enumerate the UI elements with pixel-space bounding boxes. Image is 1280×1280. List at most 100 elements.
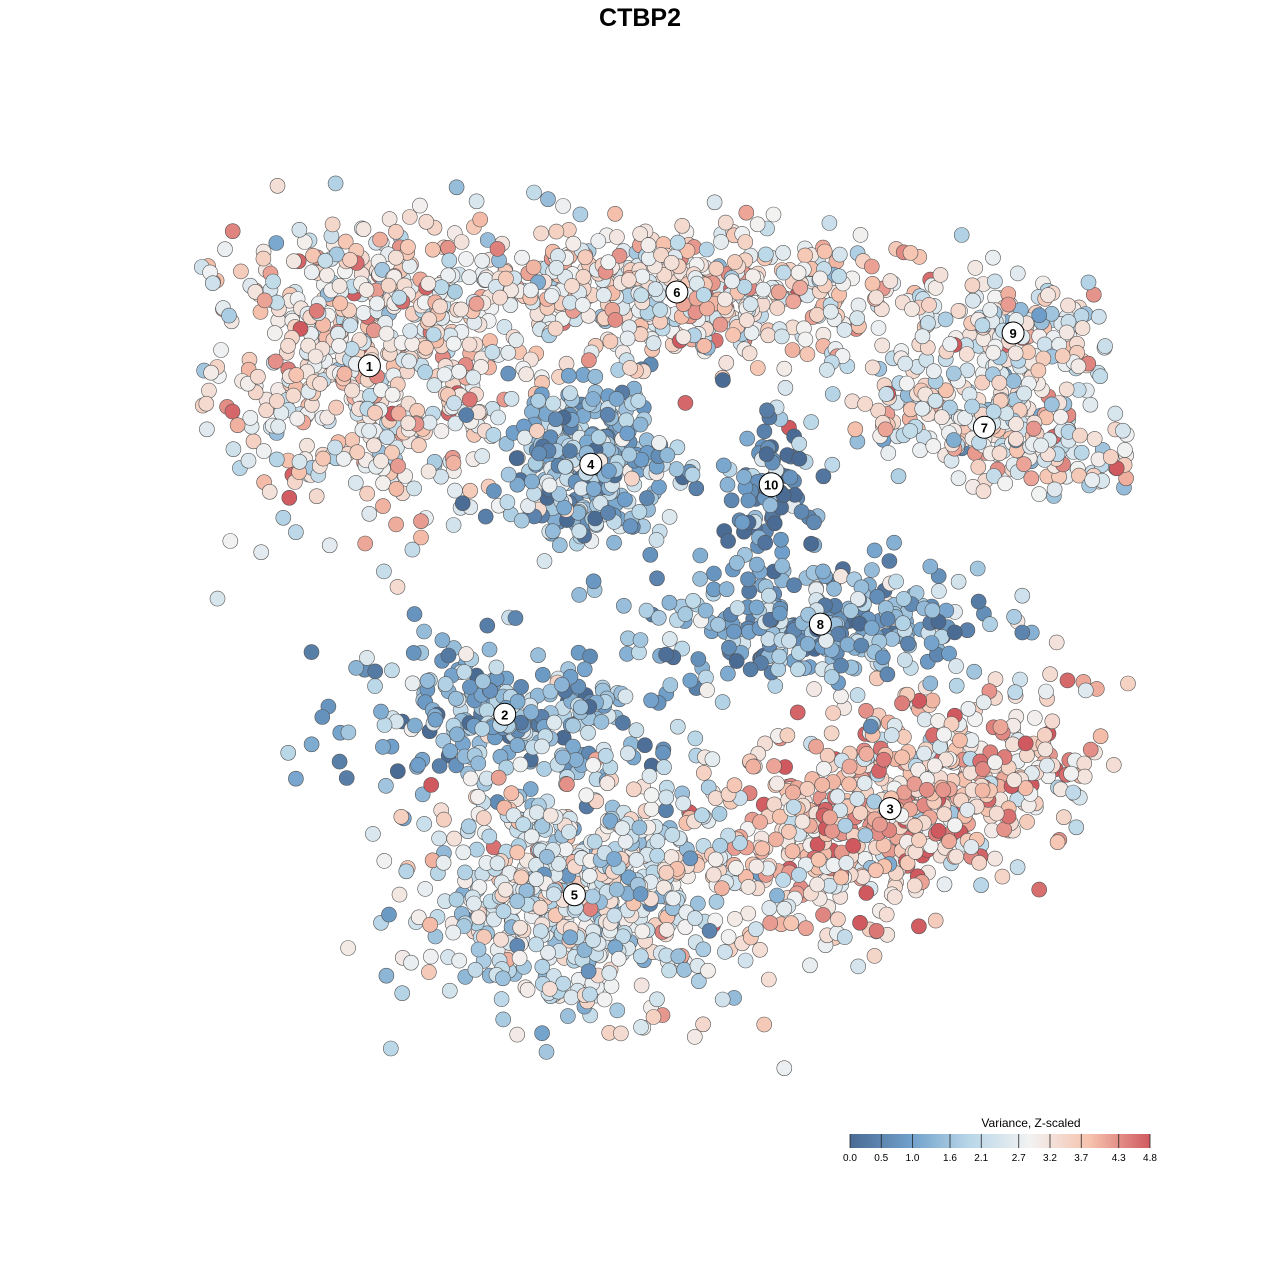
cell-point <box>498 270 514 287</box>
cluster-label-text: 8 <box>817 617 824 632</box>
cell-point <box>379 429 395 446</box>
cell-point <box>420 463 437 480</box>
cell-point <box>803 414 820 430</box>
cell-point <box>1039 757 1055 774</box>
cell-point <box>324 216 341 233</box>
cell-point <box>728 653 745 669</box>
cell-point <box>529 423 545 439</box>
cell-point <box>388 480 405 497</box>
cell-point <box>481 641 498 658</box>
cell-point <box>756 423 773 440</box>
cell-point <box>965 292 981 309</box>
cell-point <box>269 178 286 194</box>
cell-point <box>969 560 986 577</box>
cell-point <box>365 826 381 842</box>
cell-point <box>606 851 622 867</box>
cell-point <box>617 688 634 705</box>
cell-point <box>772 808 788 825</box>
cell-point <box>556 499 572 516</box>
cell-point <box>821 215 838 231</box>
cell-point <box>922 558 939 575</box>
cell-point <box>621 446 638 463</box>
cell-point <box>267 353 284 370</box>
cell-point <box>707 851 724 868</box>
cell-point <box>715 372 731 388</box>
cell-point <box>1103 449 1119 465</box>
cell-point <box>852 805 869 821</box>
cell-point <box>895 591 912 607</box>
cell-point <box>886 534 902 551</box>
cell-point <box>445 924 462 941</box>
cell-point <box>935 782 952 798</box>
cell-point <box>416 816 433 832</box>
cell-point <box>911 918 927 935</box>
cell-point <box>590 233 607 249</box>
cell-point <box>391 289 408 306</box>
cell-point <box>203 364 219 381</box>
cell-point <box>748 599 765 616</box>
cell-point <box>209 590 226 607</box>
cell-point <box>500 344 517 361</box>
cell-point <box>622 360 638 376</box>
cell-point <box>674 218 691 234</box>
cell-point <box>695 941 712 958</box>
cell-point <box>826 580 842 597</box>
cell-point <box>440 267 457 284</box>
cell-point <box>757 246 774 263</box>
cell-point <box>576 942 593 958</box>
cell-point <box>824 386 841 402</box>
cell-point <box>806 681 822 697</box>
cell-point <box>858 746 875 762</box>
cell-point <box>964 277 981 294</box>
cell-point <box>661 962 677 979</box>
cell-point <box>912 442 928 459</box>
cell-point <box>712 316 729 333</box>
cell-point <box>448 690 464 707</box>
cell-point <box>321 537 338 554</box>
cell-point <box>461 269 478 286</box>
cell-point <box>749 216 766 233</box>
cell-point <box>412 197 428 214</box>
cell-point <box>490 769 507 786</box>
cell-point <box>886 889 903 905</box>
cell-point <box>417 881 434 897</box>
cell-point <box>221 307 237 324</box>
cell-point <box>417 364 433 380</box>
cell-point <box>559 776 575 793</box>
cell-point <box>601 463 617 479</box>
cell-point <box>545 886 562 903</box>
cell-point <box>530 392 547 409</box>
cell-point <box>1019 814 1035 830</box>
cell-point <box>1107 405 1124 422</box>
cell-point <box>871 816 888 833</box>
cell-point <box>833 688 849 705</box>
cell-point <box>507 610 524 626</box>
cell-point <box>336 365 353 382</box>
cell-point <box>632 948 649 965</box>
cell-point <box>465 369 482 386</box>
cell-point <box>1007 345 1024 362</box>
cell-point <box>862 718 879 735</box>
cell-point <box>718 581 735 598</box>
cell-point <box>496 319 513 335</box>
cell-point <box>952 732 968 749</box>
cell-point <box>745 758 762 775</box>
cell-point <box>721 639 737 656</box>
cell-point <box>300 337 317 354</box>
cell-point <box>620 745 636 762</box>
cell-point <box>874 337 891 354</box>
cell-point <box>760 971 777 988</box>
cell-point <box>987 754 1003 771</box>
cell-point <box>806 514 822 531</box>
cell-point <box>442 743 458 759</box>
cell-point <box>433 279 450 296</box>
cell-point <box>809 876 826 893</box>
cell-point <box>717 944 733 960</box>
cell-point <box>536 761 553 777</box>
cell-point <box>797 247 814 264</box>
cell-point <box>930 713 946 729</box>
cell-point <box>1014 624 1031 641</box>
cell-point <box>381 906 397 923</box>
cell-point <box>839 636 856 653</box>
cell-point <box>388 224 404 240</box>
